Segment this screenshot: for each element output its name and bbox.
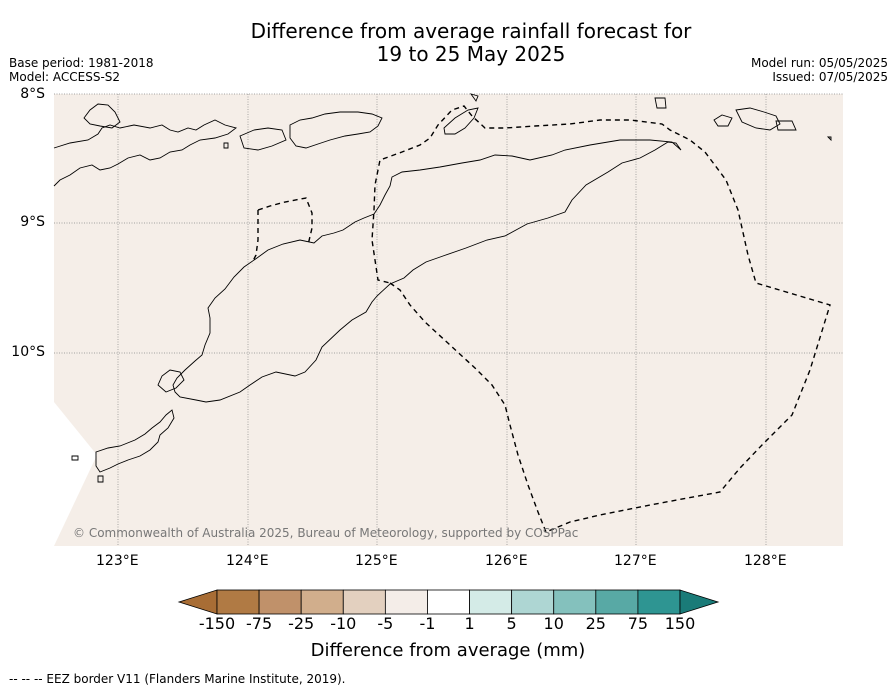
eez-border bbox=[251, 105, 831, 533]
model-run: Model run: 05/05/2025 bbox=[750, 56, 888, 70]
colorbar-segment bbox=[469, 589, 513, 615]
islet-3-coastline bbox=[239, 127, 287, 151]
islet-2-coastline bbox=[289, 111, 383, 149]
lon-label-126e: 126°E bbox=[485, 553, 528, 569]
colorbar-tick-label: 1 bbox=[464, 614, 475, 633]
islet-13-coastline bbox=[97, 475, 104, 483]
islet-6-coastline bbox=[713, 114, 733, 127]
colorbar-tick-label: -10 bbox=[330, 614, 357, 633]
islet-8-coastline bbox=[775, 120, 797, 131]
islet-7-coastline bbox=[735, 107, 781, 131]
flores-alor-coastline bbox=[53, 119, 238, 187]
lat-label-8s: 8°S bbox=[20, 86, 45, 102]
colorbar-tick-label: -25 bbox=[288, 614, 315, 633]
colorbar-segment bbox=[637, 589, 681, 615]
colorbar-segment bbox=[511, 589, 555, 615]
colorbar-segment bbox=[553, 589, 597, 615]
meta-left: Base period: 1981-2018 Model: ACCESS-S2 bbox=[9, 56, 154, 84]
colorbar-segment bbox=[258, 589, 302, 615]
colorbar-segment bbox=[342, 589, 386, 615]
colorbar bbox=[177, 589, 720, 615]
lon-label-125e: 125°E bbox=[355, 553, 398, 569]
colorbar-segment bbox=[384, 589, 428, 615]
lat-label-9s: 9°S bbox=[20, 214, 45, 230]
copyright-text: © Commonwealth of Australia 2025, Bureau… bbox=[73, 526, 579, 540]
timor-coastline bbox=[172, 139, 682, 403]
rote-coastline bbox=[95, 409, 175, 473]
chart-title: Difference from average rainfall forecas… bbox=[0, 20, 896, 66]
colorbar-tick-label: -5 bbox=[377, 614, 394, 633]
colorbar-tick-label: 25 bbox=[585, 614, 606, 633]
no-data-area bbox=[54, 402, 97, 546]
colorbar-tick-label: -75 bbox=[246, 614, 273, 633]
islet-11-coastline bbox=[157, 369, 185, 393]
lon-label-123e: 123°E bbox=[96, 553, 139, 569]
model-name: Model: ACCESS-S2 bbox=[9, 70, 121, 84]
colorbar-segment bbox=[216, 589, 260, 615]
islet-5-coastline bbox=[654, 97, 667, 109]
lon-label-124e: 124°E bbox=[226, 553, 269, 569]
title-line-1: Difference from average rainfall forecas… bbox=[250, 19, 692, 43]
colorbar-tick-label: 10 bbox=[543, 614, 564, 633]
title-line-2: 19 to 25 May 2025 bbox=[376, 42, 566, 66]
lon-label-127e: 127°E bbox=[614, 553, 657, 569]
colorbar-segment bbox=[427, 589, 470, 615]
coastlines bbox=[53, 93, 832, 483]
colorbar-tick-label: 150 bbox=[664, 614, 696, 633]
gridlines bbox=[54, 93, 843, 546]
colorbar-tick-label: -1 bbox=[419, 614, 436, 633]
lat-label-10s: 10°S bbox=[11, 344, 45, 360]
map-background bbox=[54, 94, 843, 546]
islet-9-coastline bbox=[469, 93, 479, 102]
base-period: Base period: 1981-2018 bbox=[9, 56, 154, 70]
colorbar-tick-label: -150 bbox=[198, 614, 236, 633]
islet-14-coastline bbox=[826, 136, 832, 142]
eez-oecusse bbox=[251, 197, 313, 264]
islet-12-coastline bbox=[71, 455, 79, 461]
colorbar-extend-low bbox=[177, 589, 218, 615]
islet-1-coastline bbox=[83, 103, 121, 129]
lon-label-128e: 128°E bbox=[744, 553, 787, 569]
colorbar-segment bbox=[595, 589, 639, 615]
islet-4-coastline bbox=[443, 107, 479, 135]
colorbar-extend-high bbox=[679, 589, 720, 615]
islet-10-coastline bbox=[223, 142, 229, 149]
colorbar-tick-label: 75 bbox=[627, 614, 649, 633]
colorbar-tick-label: 5 bbox=[506, 614, 517, 633]
issued-date: Issued: 07/05/2025 bbox=[772, 70, 888, 84]
meta-right: Model run: 05/05/2025 Issued: 07/05/2025 bbox=[751, 56, 888, 84]
footnote: -- -- -- EEZ border V11 (Flanders Marine… bbox=[9, 672, 346, 686]
colorbar-title: Difference from average (mm) bbox=[310, 640, 586, 661]
colorbar-segment bbox=[300, 589, 344, 615]
